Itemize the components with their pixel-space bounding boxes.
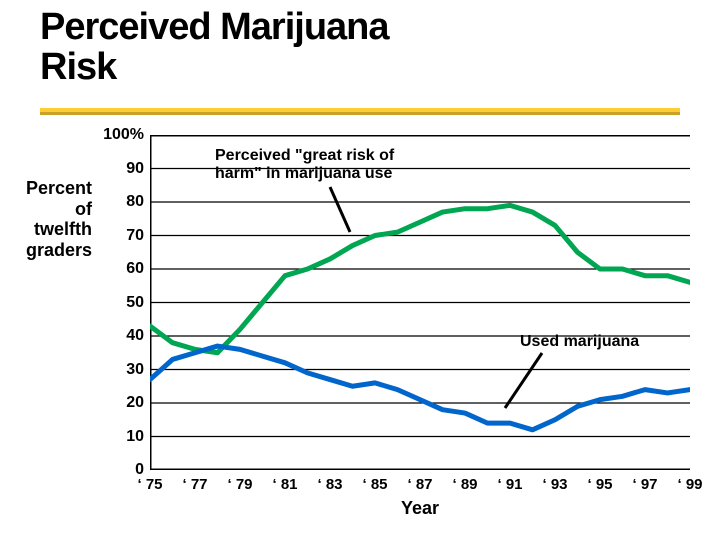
y-tick: 100%: [94, 126, 144, 144]
y-tick: 30: [94, 361, 144, 379]
x-axis-label: Year: [390, 498, 450, 519]
y-tick: 80: [94, 193, 144, 211]
chart-annotation: Perceived "great risk of harm" in mariju…: [215, 147, 445, 182]
y-tick: 60: [94, 260, 144, 278]
y-tick: 70: [94, 227, 144, 245]
x-tick: ‘ 97: [632, 476, 657, 493]
x-tick: ‘ 77: [182, 476, 207, 493]
x-tick: ‘ 79: [227, 476, 252, 493]
y-tick: 10: [94, 428, 144, 446]
x-tick: ‘ 91: [497, 476, 522, 493]
x-tick: ‘ 75: [137, 476, 162, 493]
x-tick: ‘ 83: [317, 476, 342, 493]
y-tick: 50: [94, 294, 144, 312]
x-tick: ‘ 93: [542, 476, 567, 493]
x-tick: ‘ 85: [362, 476, 387, 493]
chart-annotation: Used marijuana: [520, 333, 680, 351]
x-tick: ‘ 95: [587, 476, 612, 493]
title-underline: [40, 108, 680, 115]
chart-area: 0102030405060708090100%‘ 75‘ 77‘ 79‘ 81‘…: [150, 135, 690, 470]
chart-svg: [150, 135, 690, 470]
x-tick: ‘ 87: [407, 476, 432, 493]
page-title: Perceived MarijuanaRisk: [40, 8, 389, 88]
x-tick: ‘ 89: [452, 476, 477, 493]
y-tick: 20: [94, 394, 144, 412]
y-tick: 40: [94, 327, 144, 345]
x-tick: ‘ 99: [677, 476, 702, 493]
y-tick: 90: [94, 160, 144, 178]
x-tick: ‘ 81: [272, 476, 297, 493]
y-axis-label: Percentoftwelfthgraders: [12, 178, 92, 261]
